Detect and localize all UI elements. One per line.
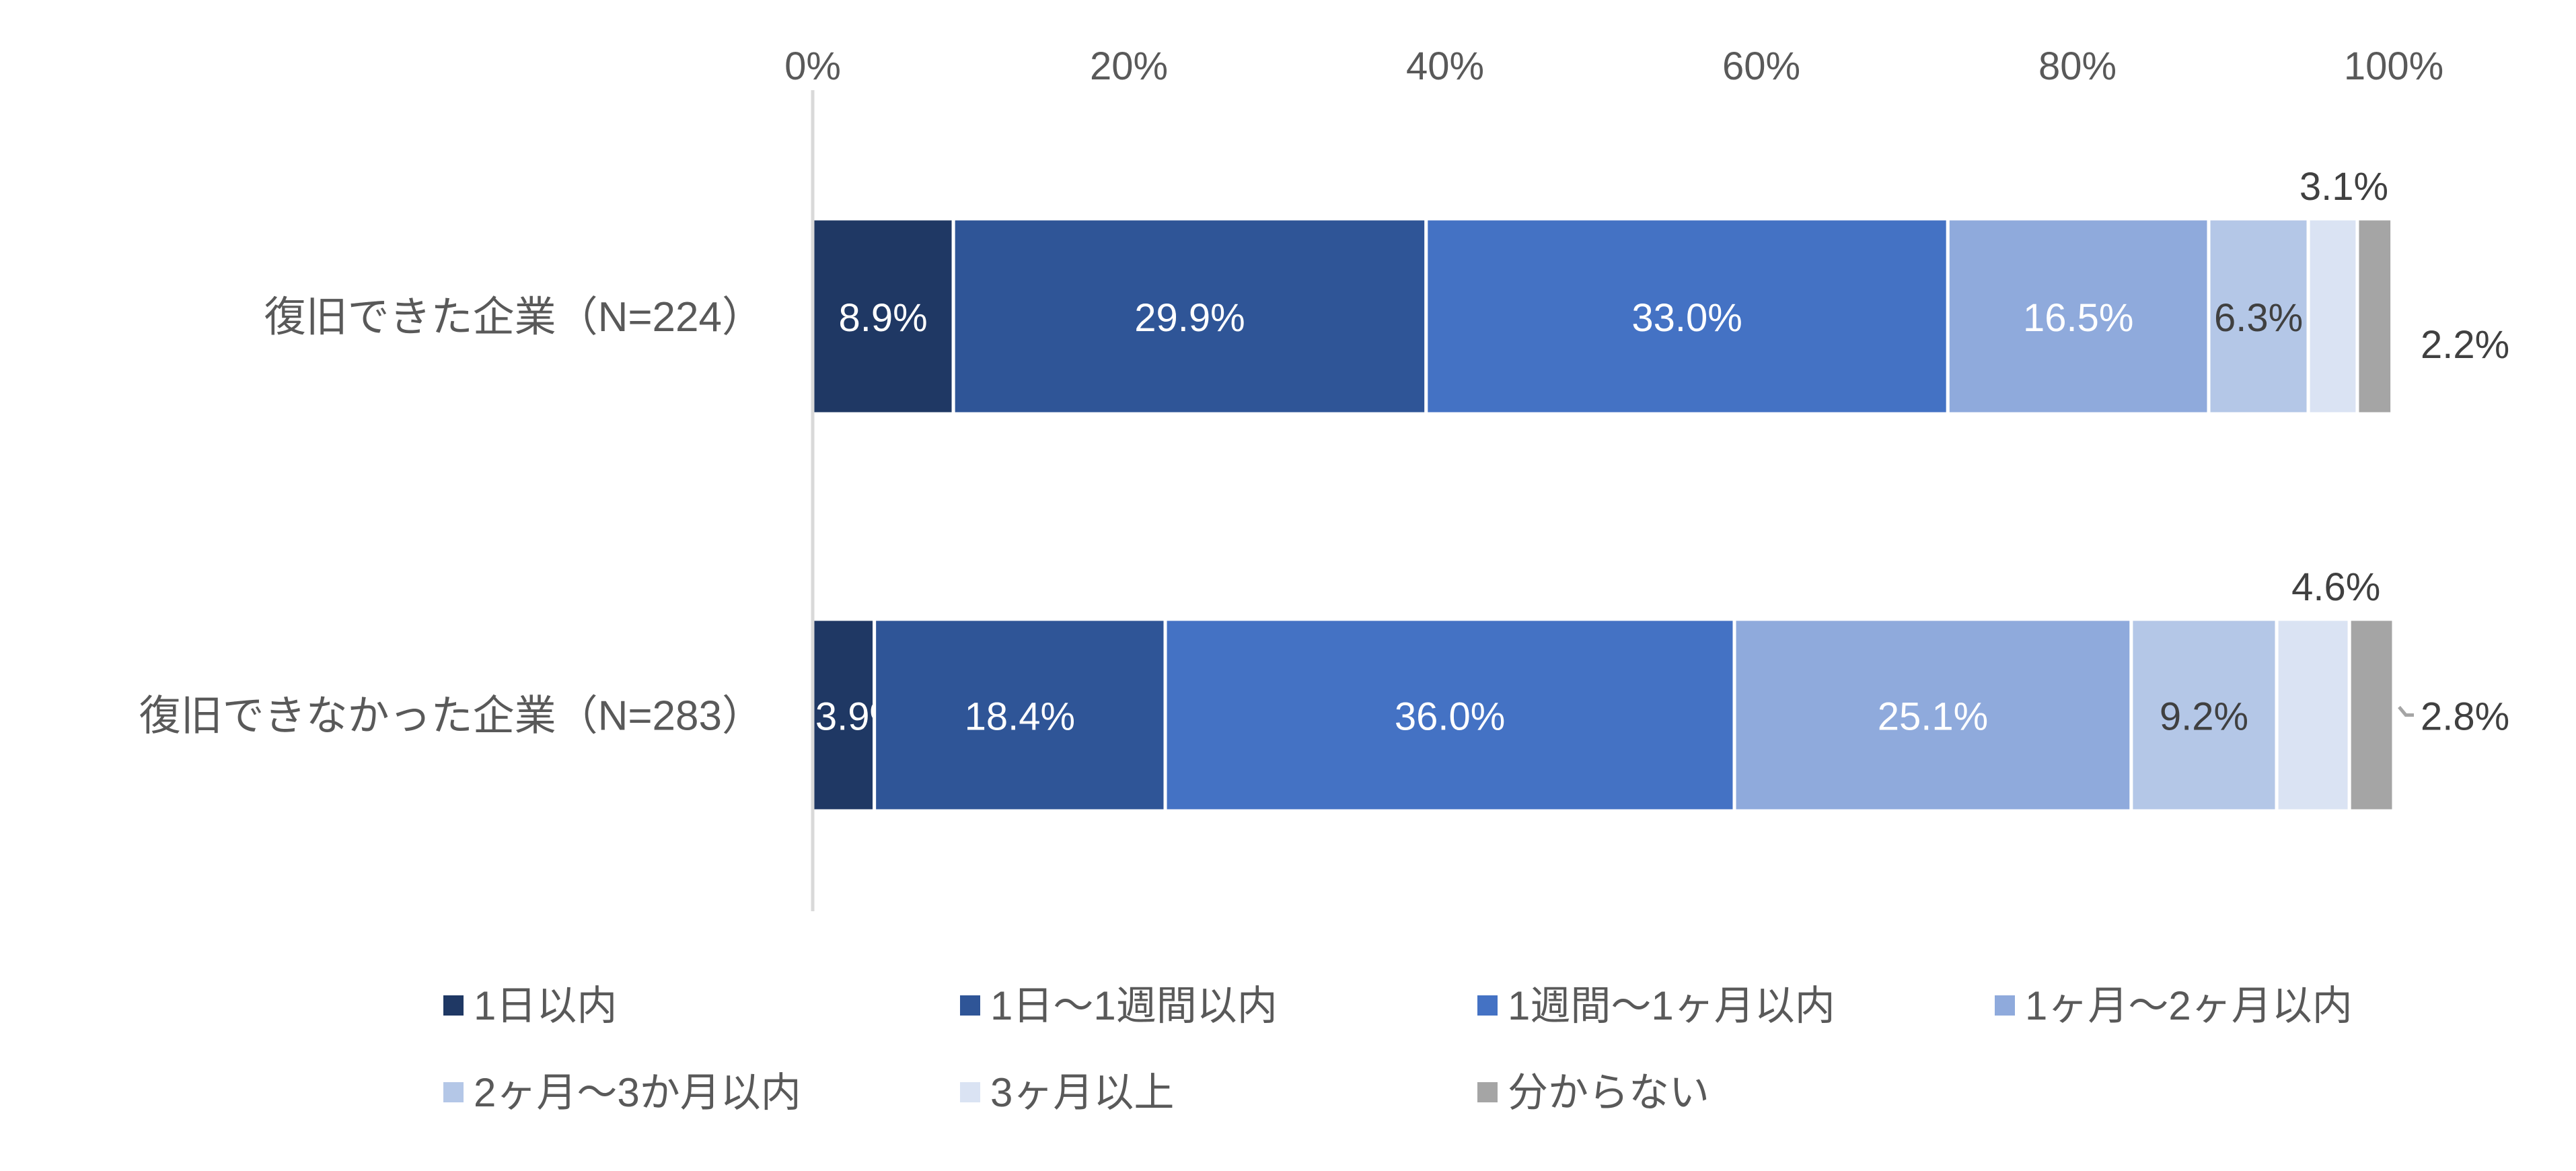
bar-segment [2275,617,2351,813]
legend-label: 分からない [1508,1070,1709,1115]
leader-line [2398,705,2414,717]
bar-segment [873,617,1167,813]
legend-swatch [1477,995,1498,1016]
legend-label: 2ヶ月～3か月以内 [474,1070,801,1115]
data-label: 25.1% [1878,695,1988,739]
x-tick-label: 80% [2038,44,2117,88]
bar-segment [2355,217,2394,416]
bar-segment [951,217,1428,416]
legend-swatch [443,995,464,1016]
x-tick-label: 0% [784,44,841,88]
data-label: 33.0% [1631,296,1742,340]
category-label: 復旧できた企業（N=224） [264,294,764,341]
legend-swatch [960,995,980,1016]
legend-label: 1ヶ月～2ヶ月以内 [2025,983,2353,1028]
x-tick-label: 60% [1722,44,1800,88]
data-label: 2.2% [2421,323,2509,367]
legend-label: 3ヶ月以上 [990,1070,1174,1115]
x-tick-label: 20% [1090,44,1168,88]
x-tick-label: 100% [2344,44,2443,88]
bar-segment [2207,217,2310,416]
bar-segment [1946,217,2211,416]
data-label: 16.5% [2023,296,2133,340]
data-label: 18.4% [965,695,1075,739]
data-label: 4.6% [2291,565,2380,609]
data-label: 36.0% [1395,695,1505,739]
bar-segment [1163,617,1736,813]
data-label: 2.8% [2421,695,2509,739]
legend-swatch [1995,995,2015,1016]
legend-swatch [443,1082,464,1102]
bar-segment [2129,617,2279,813]
data-label: 6.3% [2214,296,2303,340]
legend-label: 1日以内 [474,983,617,1028]
bar-segment [2306,217,2359,416]
data-label: 29.9% [1134,296,1245,340]
bar-segment [2347,617,2396,813]
legend-swatch [1477,1082,1498,1102]
legend-label: 1日～1週間以内 [990,983,1278,1028]
data-label: 3.1% [2299,165,2388,209]
bar-segment [811,217,955,416]
x-tick-label: 40% [1406,44,1484,88]
bar-segment [1732,617,2133,813]
legend-swatch [960,1082,980,1102]
bar-segment [1424,217,1950,416]
data-label: 9.2% [2160,695,2248,739]
category-label: 復旧できなかった企業（N=283） [139,693,764,740]
data-label: 8.9% [838,296,927,340]
legend-label: 1週間～1ヶ月以内 [1508,983,1835,1028]
